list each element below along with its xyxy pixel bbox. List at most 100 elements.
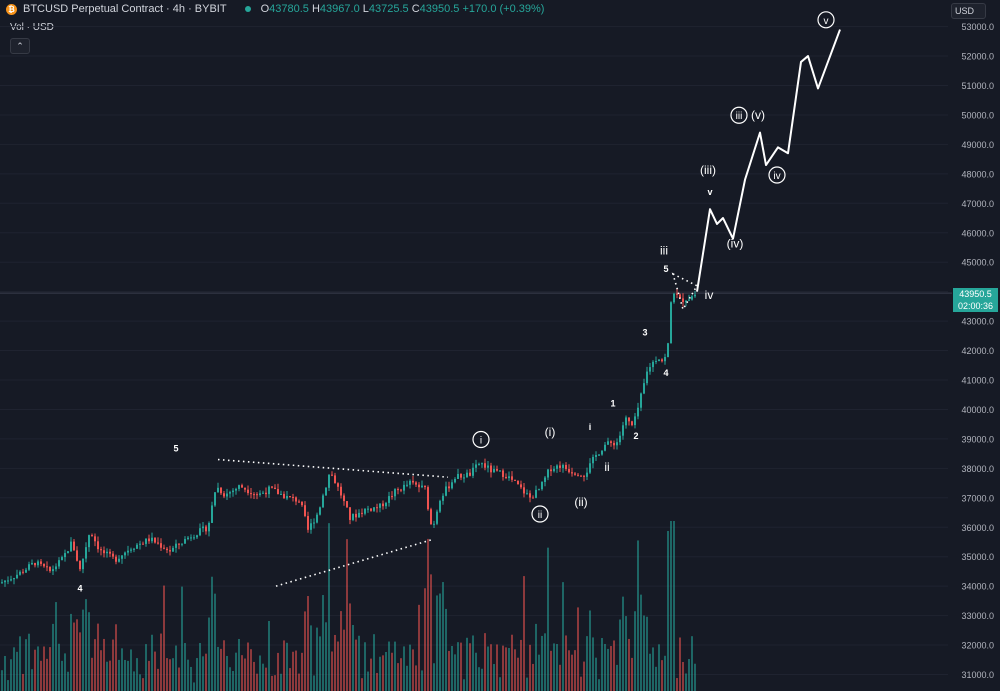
candle-body [277, 489, 279, 495]
volume-bar [532, 663, 534, 691]
volume-bar [223, 640, 225, 691]
wave-label: (iii) [700, 163, 716, 177]
drawings [217, 29, 841, 587]
volume-bar [133, 671, 135, 691]
volume-bar [565, 635, 567, 691]
volume-bar [646, 616, 648, 691]
wave-label: i [480, 435, 482, 446]
volume-bar [454, 654, 456, 691]
volume-bar [316, 627, 318, 691]
candle-body [628, 417, 630, 422]
volume-bar [31, 669, 33, 691]
volume-bar [100, 650, 102, 691]
volume-bar [592, 637, 594, 691]
volume-bar [226, 655, 228, 691]
volume-bar [181, 586, 183, 691]
candle-body [142, 543, 144, 545]
candle-body [385, 502, 387, 507]
volume-bar [595, 657, 597, 691]
candle-body [331, 474, 333, 476]
candle-body [295, 497, 297, 502]
candle-body [76, 550, 78, 561]
candle-body [445, 486, 447, 496]
market-status-icon [244, 6, 251, 12]
volume-legend[interactable]: Vol · USD [10, 22, 54, 33]
candle-body [613, 442, 615, 446]
volume-bar [520, 639, 522, 691]
candle-body [202, 526, 204, 529]
volume-bar [268, 621, 270, 691]
candle-body [685, 300, 687, 303]
candle-body [52, 569, 54, 572]
volume-bar [154, 651, 156, 691]
volume-bar [292, 651, 294, 691]
candle-body [94, 536, 96, 542]
candle-body [193, 537, 195, 539]
wave-label: (v) [751, 108, 765, 122]
volume-bar [385, 651, 387, 691]
candle-body [691, 296, 693, 300]
candle-body [259, 493, 261, 495]
wave-label: iv [773, 171, 780, 182]
volume-bar [172, 658, 174, 691]
candle-body [1, 582, 3, 584]
candle-body [592, 456, 594, 464]
candle-body [271, 486, 273, 488]
volume-bar [295, 650, 297, 691]
price-tick-label: 41000.0 [961, 376, 994, 386]
volume-bar [421, 670, 423, 691]
volume-bar [280, 673, 282, 691]
volume-bar [271, 675, 273, 691]
price-tick-label: 36000.0 [961, 523, 994, 533]
wave-label: v [707, 187, 712, 197]
wave-label-circle [472, 430, 490, 449]
volume-bar [190, 666, 192, 691]
last-price: 43950.5 [959, 289, 992, 299]
candle-body [448, 486, 450, 489]
candle-body [67, 551, 69, 554]
volume-bar [289, 668, 291, 691]
volume-bar [112, 639, 114, 691]
symbol-title[interactable]: BTCUSD Perpetual Contract · 4h · BYBIT [23, 3, 227, 15]
candle-body [679, 294, 681, 299]
candle-body [532, 497, 534, 499]
volume-bar [199, 642, 201, 691]
candles [1, 288, 696, 587]
candle-body [673, 293, 675, 303]
candle-body [364, 508, 366, 514]
wave-label: 4 [663, 368, 668, 378]
candle-body [16, 574, 18, 579]
collapse-legend-button[interactable]: ⌃ [10, 38, 30, 54]
candle-body [418, 484, 420, 488]
volume-bar [514, 649, 516, 691]
bar-countdown: 02:00:36 [957, 301, 994, 311]
candle-body [625, 417, 627, 426]
candle-body [646, 371, 648, 384]
volume-bar [517, 657, 519, 691]
candle-body [226, 493, 228, 497]
candle-body [574, 473, 576, 475]
volume-bar [106, 661, 108, 691]
candle-body [241, 485, 243, 488]
candle-body [64, 553, 66, 558]
volume-bar [349, 603, 351, 691]
wave-label: ii [538, 510, 542, 521]
candle-body [505, 476, 507, 479]
candle-body [100, 549, 102, 551]
volume-bar [496, 644, 498, 691]
volume-bar [130, 649, 132, 691]
currency-selector[interactable]: USD [951, 3, 986, 19]
volume-bar [667, 530, 669, 691]
candle-body [115, 556, 117, 562]
candle-body [499, 470, 501, 472]
candle-body [361, 512, 363, 514]
volume-bar [73, 622, 75, 691]
volume-bar [61, 660, 63, 691]
volume-bar [40, 660, 42, 691]
volume-bar [373, 634, 375, 691]
wave-label: 5 [663, 264, 668, 274]
volume-bar [286, 642, 288, 691]
volume-bar [553, 643, 555, 691]
candle-body [220, 487, 222, 494]
